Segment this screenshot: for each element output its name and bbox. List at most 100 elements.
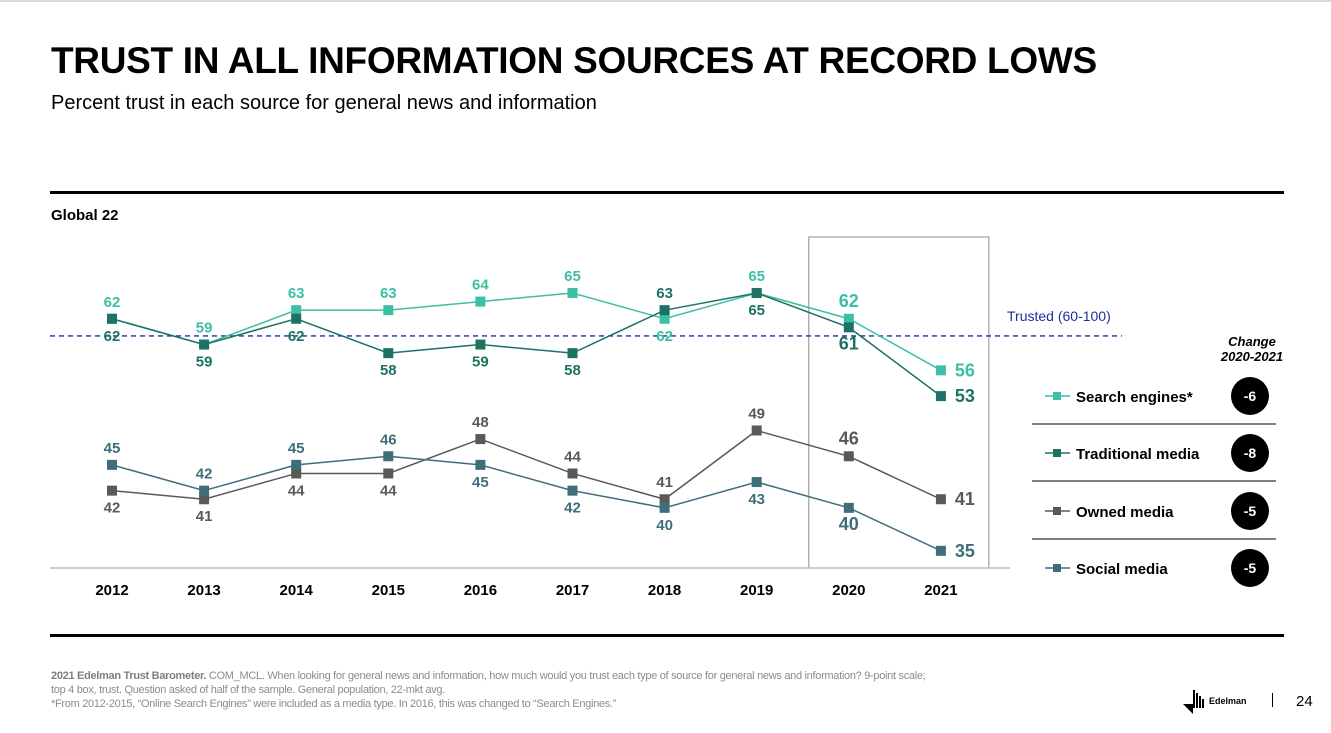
search-data-label: 62 [656,328,673,345]
search-point [475,296,486,307]
x-tick-label: 2020 [832,582,865,599]
x-tick-label: 2016 [464,582,497,599]
traditional-data-label: 62 [288,328,305,345]
social-data-label: 40 [839,514,859,534]
owned-point [659,494,670,505]
region-label: Global 22 [51,207,119,224]
owned-point [383,468,394,479]
traditional-data-label: 59 [472,354,489,371]
x-tick-label: 2012 [95,582,128,599]
x-tick-label: 2018 [648,582,681,599]
traditional-point [751,287,762,298]
social-point [751,477,762,488]
change-value: -5 [1244,560,1257,576]
traditional-point [199,339,210,350]
owned-point [107,485,117,496]
search-data-label: 63 [288,285,305,302]
traditional-point [291,313,302,324]
page-title: TRUST IN ALL INFORMATION SOURCES AT RECO… [51,40,1097,81]
social-data-label: 45 [288,440,305,457]
x-tick-label: 2017 [556,582,589,599]
owned-data-label: 44 [288,482,305,499]
search-series-line [111,292,942,371]
traditional-point [567,348,578,359]
owned-point [751,425,762,436]
search-data-label: 64 [472,277,489,294]
search-data-label: 65 [748,268,765,285]
social-data-label: 46 [380,431,397,448]
social-point [291,459,302,470]
legend-swatch-marker [1053,564,1061,572]
social-point [199,485,210,496]
legend-item-social: Social media -5 [1045,549,1269,587]
footnote-line2: top 4 box, trust. Question asked of half… [51,684,445,696]
social-point [659,502,670,513]
search-point [567,287,578,298]
search-data-label: 56 [955,360,975,380]
legend-swatch-marker [1053,449,1061,457]
legend-label: Search engines* [1076,389,1193,406]
change-header: Change [1228,334,1276,349]
owned-point [935,494,946,505]
change-header: 2020-2021 [1220,349,1283,364]
change-badge [1231,377,1269,415]
legend-label: Traditional media [1076,446,1200,463]
social-point [935,545,946,556]
owned-data-label: 41 [656,474,673,491]
social-data-label: 42 [196,466,213,483]
bottom-rule [50,634,1284,637]
traditional-data-label: 53 [955,386,975,406]
traditional-point [935,391,946,402]
footnote-source: 2021 Edelman Trust Barometer. [51,670,207,682]
edelman-logo-text: Edelman [1209,696,1247,706]
traditional-data-label: 63 [656,285,673,302]
x-tick-label: 2013 [187,582,220,599]
traditional-series-line [111,292,942,397]
search-point [843,313,854,324]
owned-data-label: 41 [196,508,213,525]
social-point [567,485,578,496]
legend-label: Social media [1076,561,1168,578]
change-badge [1231,549,1269,587]
x-tick-label: 2015 [372,582,405,599]
change-value: -5 [1244,503,1257,519]
traditional-data-label: 58 [380,362,397,379]
footnote-line3: *From 2012-2015, “Online Search Engines”… [51,698,617,710]
footnote: 2021 Edelman Trust Barometer. COM_MCL. W… [51,669,1131,711]
social-series-line [111,455,942,552]
search-point [291,305,302,316]
traditional-data-label: 58 [564,362,581,379]
search-data-label: 65 [564,268,581,285]
social-point [475,459,486,470]
owned-data-label: 46 [839,428,859,448]
traditional-point [475,339,486,350]
legend-item-owned: Owned media -5 [1045,492,1269,530]
x-tick-label: 2019 [740,582,773,599]
owned-point [199,494,210,505]
social-data-label: 43 [748,491,765,508]
traditional-data-label: 65 [748,302,765,319]
owned-point [843,451,854,462]
page-separator [1272,693,1273,707]
threshold-label: Trusted (60-100) [1007,308,1111,324]
social-point [383,451,394,462]
legend-swatch-marker [1053,507,1061,515]
owned-data-label: 41 [955,489,975,509]
social-data-label: 35 [955,541,975,561]
owned-data-label: 44 [380,482,397,499]
traditional-point [659,305,670,316]
search-data-label: 62 [104,294,121,311]
footnote-line1: COM_MCL. When looking for general news a… [206,670,926,682]
x-tick-label: 2014 [280,582,314,599]
change-badge [1231,434,1269,472]
owned-data-label: 44 [564,448,581,465]
traditional-data-label: 59 [196,354,213,371]
change-value: -8 [1244,445,1257,461]
legend-item-search: Search engines* -6 [1045,377,1269,415]
owned-data-label: 48 [472,414,489,431]
social-data-label: 45 [472,474,489,491]
legend-swatch-marker [1053,392,1061,400]
owned-point [291,468,302,479]
legend-item-traditional: Traditional media -8 [1045,434,1269,472]
search-data-label: 63 [380,285,397,302]
